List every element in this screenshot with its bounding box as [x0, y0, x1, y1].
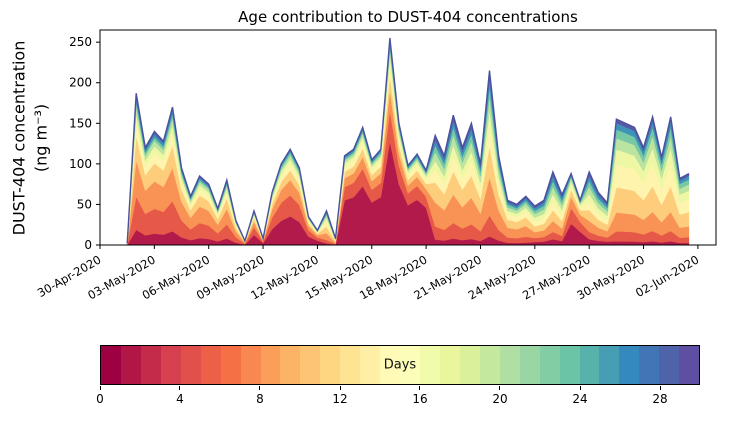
colorbar-cell [619, 346, 640, 384]
colorbar-cell [200, 346, 221, 384]
colorbar-cell [340, 346, 361, 384]
y-tick-label: 100 [69, 157, 92, 171]
colorbar-ticks: 0 4 8 12 16 20 24 28 [96, 386, 700, 412]
colorbar-tick [99, 386, 101, 390]
colorbar-tick-label: 16 [412, 392, 428, 406]
y-tick-label: 0 [84, 238, 92, 252]
colorbar-cell [400, 346, 420, 384]
plot-border [99, 29, 717, 246]
colorbar-cell [519, 346, 540, 384]
colorbar-cell [160, 346, 181, 384]
colorbar-cell [659, 346, 680, 384]
colorbar-tick [339, 386, 341, 390]
colorbar-cell [459, 346, 480, 384]
colorbar-tick [659, 386, 661, 390]
colorbar-cell [439, 346, 460, 384]
y-tick-label: 150 [69, 116, 92, 130]
colorbar-tick-label: 24 [572, 392, 588, 406]
colorbar-tick [579, 386, 581, 390]
colorbar-cell [380, 346, 401, 384]
colorbar-tick [259, 386, 261, 390]
colorbar-cell [479, 346, 500, 384]
colorbar-tick-label: 4 [176, 392, 184, 406]
colorbar-cell [260, 346, 281, 384]
colorbar-cell [120, 346, 141, 384]
colorbar-cell [639, 346, 660, 384]
colorbar-tick-label: 28 [652, 392, 668, 406]
y-tick-label: 200 [69, 76, 92, 90]
colorbar-cell [320, 346, 341, 384]
colorbar-tick [419, 386, 421, 390]
colorbar-cell [101, 346, 121, 384]
y-tick-label: 250 [69, 35, 92, 49]
chart-title: Age contribution to DUST-404 concentrati… [238, 8, 578, 26]
colorbar-tick-label: 12 [332, 392, 348, 406]
colorbar-cell [679, 346, 700, 384]
colorbar-cell [420, 346, 440, 384]
colorbar-cell [220, 346, 241, 384]
colorbar-cell [499, 346, 520, 384]
colorbar-cell [599, 346, 620, 384]
colorbar-cell [360, 346, 381, 384]
colorbar-cell [180, 346, 201, 384]
colorbar-tick [179, 386, 181, 390]
colorbar-tick-label: 20 [492, 392, 508, 406]
envelope-line [126, 38, 690, 244]
colorbar-cell [559, 346, 580, 384]
colorbar-cell [240, 346, 261, 384]
colorbar-cell [579, 346, 600, 384]
colorbar-cells [101, 346, 700, 384]
colorbar-cell [280, 346, 301, 384]
colorbar-cell [300, 346, 321, 384]
colorbar: Days [100, 345, 700, 385]
colorbar-tick [499, 386, 501, 390]
colorbar-tick-label: 0 [96, 392, 104, 406]
colorbar-tick-label: 8 [256, 392, 264, 406]
y-tick-label: 50 [77, 197, 92, 211]
colorbar-cell [539, 346, 560, 384]
colorbar-cell [140, 346, 161, 384]
stacked-area-plot: 05010015020025030-Apr-202003-May-202006-… [35, 29, 717, 302]
